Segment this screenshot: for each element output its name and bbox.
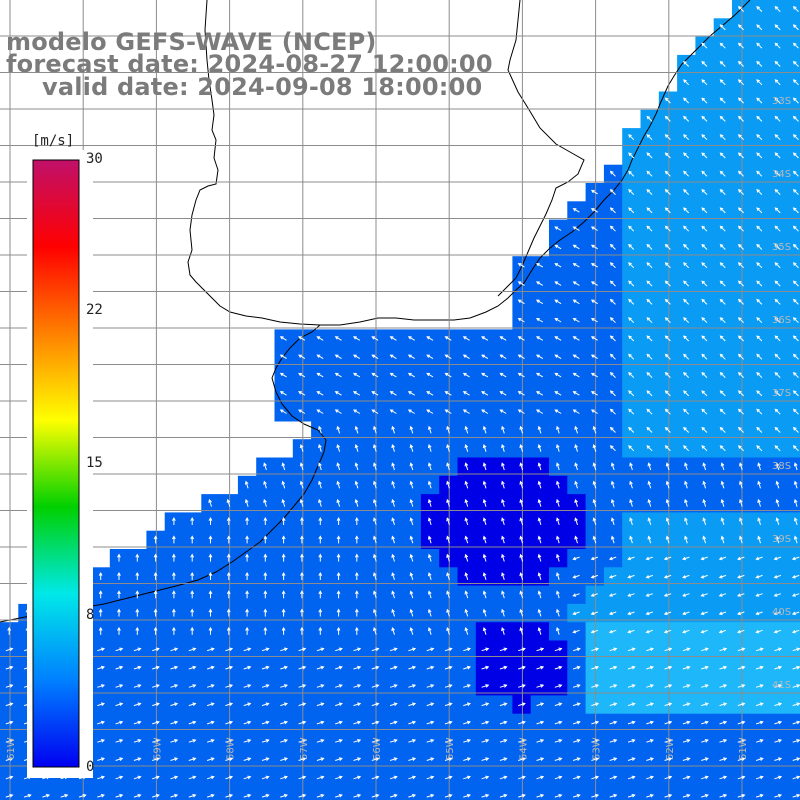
river-plate-shore xyxy=(0,324,327,623)
longitude-label: 61W xyxy=(6,737,17,760)
latitude-label: 35S xyxy=(772,242,791,253)
latitude-label: 37S xyxy=(772,388,791,399)
longitude-label: 55W xyxy=(445,737,456,760)
latitude-label: 41S xyxy=(772,680,791,691)
longitude-label: 59W xyxy=(152,737,163,760)
latitude-label: 34S xyxy=(772,169,791,180)
valid-date: valid date: 2024-09-08 18:00:00 xyxy=(42,73,483,101)
uruguay-coast xyxy=(497,0,585,297)
colorbar-unit: [m/s] xyxy=(32,133,75,149)
longitude-label: 51W xyxy=(738,737,749,760)
latitude-label: 40S xyxy=(772,607,791,618)
colorbar-tick-22: 22 xyxy=(86,302,103,318)
latitude-label: 36S xyxy=(772,315,791,326)
longitude-label: 53W xyxy=(592,737,603,760)
colorbar-tick-0: 0 xyxy=(86,759,95,775)
colorbar-tick-15: 15 xyxy=(86,455,103,471)
longitude-label: 57W xyxy=(299,737,310,760)
longitude-label: 54W xyxy=(518,737,529,760)
coastline xyxy=(187,0,751,326)
model-title: modelo GEFS-WAVE (NCEP) xyxy=(6,28,377,56)
latitude-labels: 33S 34S 35S 36S 37S 38S 39S 40S 41S xyxy=(772,96,791,691)
longitude-label: 52W xyxy=(665,737,676,760)
forecast-date: forecast date: 2024-08-27 12:00:00 xyxy=(6,50,493,78)
latitude-label: 38S xyxy=(772,461,791,472)
longitude-label: 58W xyxy=(226,737,237,760)
colorbar-tick-30: 30 xyxy=(86,151,103,167)
wind-arrows xyxy=(5,5,800,798)
longitude-label: 56W xyxy=(372,737,383,760)
colorbar-tick-8: 8 xyxy=(86,607,95,623)
colorbar xyxy=(32,159,80,768)
latitude-label: 39S xyxy=(772,534,791,545)
latitude-label: 33S xyxy=(772,96,791,107)
